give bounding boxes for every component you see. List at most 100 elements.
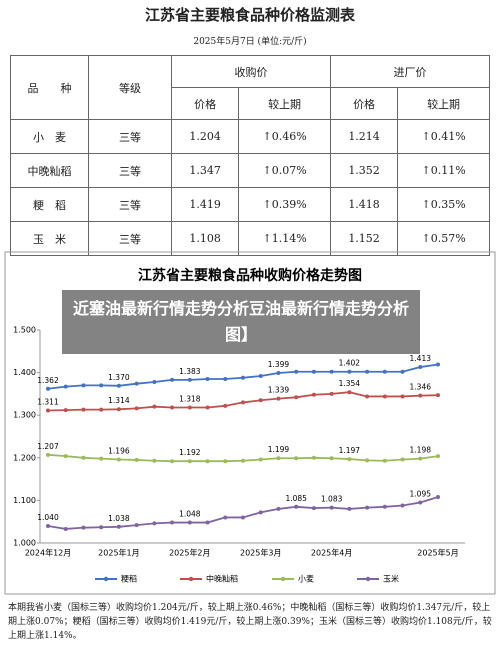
table-cell: ↑0.41%: [397, 119, 490, 154]
data-point: [170, 377, 175, 382]
data-point: [258, 374, 263, 379]
header-cell: 较上期: [238, 87, 331, 120]
data-label: 1.383: [179, 367, 201, 376]
x-tick-label: 2024年12月: [25, 548, 72, 558]
data-point: [436, 494, 440, 499]
data-label: 1.318: [179, 395, 201, 404]
table-cell: 玉 米: [10, 221, 89, 256]
table-cell: ↑1.14%: [238, 221, 331, 256]
data-point: [329, 369, 334, 374]
data-point: [258, 457, 263, 462]
data-point: [436, 454, 440, 459]
data-point: [382, 458, 387, 463]
data-point: [46, 452, 50, 457]
table-cell: ↑0.07%: [238, 153, 331, 188]
data-point: [116, 457, 121, 462]
y-tick-label: 1.400: [13, 368, 36, 377]
chart-frame: [4, 251, 496, 595]
legend-label: 中晚籼稻: [206, 574, 238, 584]
data-label: 1.362: [37, 376, 59, 385]
data-label: 1.370: [108, 373, 130, 382]
data-point: [365, 394, 370, 399]
data-point: [134, 523, 139, 528]
data-point: [152, 521, 157, 526]
x-tick-label: 2025年3月: [240, 548, 281, 558]
data-point: [99, 407, 104, 412]
data-label: 1.354: [339, 379, 361, 388]
y-tick-label: 1.100: [13, 496, 36, 505]
footnote: 本期我省小麦（国标三等）收购均价1.204元/斤，较上期上涨0.46%；中晚籼稻…: [8, 603, 492, 641]
data-point: [418, 456, 423, 461]
header-cell: 进厂价: [329, 55, 491, 88]
data-point: [241, 375, 245, 380]
data-point: [170, 459, 175, 464]
data-label: 1.048: [179, 510, 201, 519]
series-line: [47, 496, 439, 530]
table-cell: 1.347: [170, 153, 240, 188]
data-point: [400, 394, 405, 399]
data-point: [276, 371, 281, 376]
data-point: [205, 376, 210, 381]
table-cell: 1.108: [170, 221, 240, 256]
data-point: [205, 520, 210, 525]
data-point: [294, 395, 299, 400]
data-point: [152, 379, 157, 384]
data-point: [347, 457, 352, 462]
data-point: [329, 456, 334, 461]
x-tick-label: 2025年5月: [417, 548, 458, 558]
data-point: [436, 393, 440, 398]
data-point: [400, 503, 405, 508]
data-point: [436, 362, 440, 367]
data-label: 1.399: [268, 360, 290, 369]
data-point: [152, 458, 157, 463]
legend-marker: [188, 576, 194, 582]
table-cell: 1.152: [329, 221, 399, 256]
data-point: [276, 506, 281, 511]
data-label: 1.339: [268, 386, 290, 395]
y-tick-label: 1.300: [13, 411, 36, 420]
legend-label: 玉米: [383, 574, 399, 584]
legend-marker: [280, 576, 286, 582]
data-point: [347, 369, 352, 374]
data-point: [311, 506, 316, 511]
data-point: [170, 405, 175, 410]
data-point: [311, 369, 316, 374]
overlay-banner[interactable]: 近塞油最新行情走势分析豆油最新行情走势分析图】: [62, 290, 420, 354]
data-label: 1.083: [321, 495, 343, 504]
data-point: [63, 384, 68, 389]
chart-title: 江苏省主要粮食品种收购价格走势图: [138, 267, 362, 284]
table-cell: 1.204: [170, 119, 240, 154]
data-point: [329, 391, 334, 396]
data-point: [241, 458, 245, 463]
data-label: 1.038: [108, 514, 130, 523]
x-tick-label: 2025年4月: [311, 548, 352, 558]
data-point: [116, 383, 121, 388]
data-point: [294, 456, 299, 461]
data-label: 1.197: [339, 446, 361, 455]
table-cell: ↑0.11%: [397, 153, 490, 188]
data-point: [382, 369, 387, 374]
data-point: [365, 458, 370, 463]
data-point: [258, 398, 263, 403]
table-cell: 1.214: [329, 119, 399, 154]
data-point: [81, 407, 86, 412]
data-point: [400, 457, 405, 462]
data-label: 1.040: [37, 513, 59, 522]
data-label: 1.402: [339, 359, 361, 368]
data-point: [276, 396, 281, 401]
data-point: [187, 405, 192, 410]
x-tick-label: 2025年1月: [98, 548, 139, 558]
data-label: 1.413: [410, 354, 432, 363]
table-cell: 1.418: [329, 187, 399, 222]
data-label: 1.192: [179, 448, 201, 457]
data-point: [276, 456, 281, 461]
table-row: 玉 米三等 1.108 ↑1.14% 1.152 ↑0.57%: [10, 221, 490, 256]
data-point: [223, 459, 228, 464]
data-point: [241, 400, 245, 405]
price-table: 品 种 等级 收购价 进厂价 价格 较上期 价格 较上期 小 麦三等 1.204 ↑…: [10, 55, 491, 256]
data-point: [170, 520, 175, 525]
header-cell: 价格: [170, 87, 240, 120]
data-point: [99, 456, 104, 461]
data-point: [46, 523, 50, 528]
y-tick-label: 1.200: [13, 453, 36, 462]
